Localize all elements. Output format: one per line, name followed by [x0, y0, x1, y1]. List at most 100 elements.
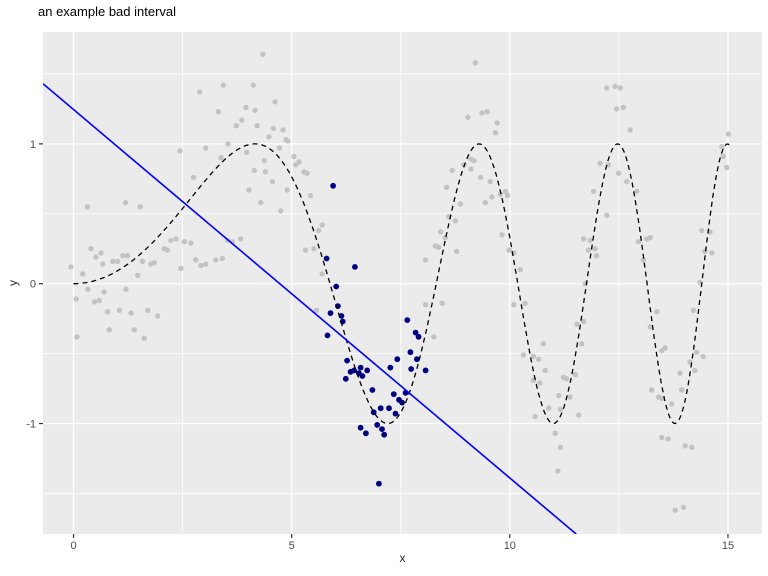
data-point [431, 334, 437, 340]
x-tick-label: 10 [504, 540, 516, 552]
data-point [620, 104, 626, 111]
data-point [542, 367, 548, 374]
data-point [497, 191, 503, 197]
data-point [709, 250, 715, 256]
data-point [640, 257, 646, 263]
data-point [272, 99, 278, 105]
data-point [659, 434, 665, 441]
data-point [574, 321, 580, 327]
data-point [415, 333, 422, 340]
data-point [342, 375, 349, 382]
data-point [556, 392, 562, 399]
data-point [120, 253, 126, 259]
data-point [627, 127, 633, 133]
data-point [352, 264, 358, 270]
data-point [114, 258, 121, 264]
data-point [123, 286, 129, 292]
data-point [80, 271, 86, 277]
data-point [374, 422, 381, 428]
data-point [198, 262, 204, 269]
data-point [313, 307, 320, 313]
data-point [617, 85, 623, 91]
data-point [449, 167, 455, 174]
data-point [324, 332, 331, 339]
data-point [479, 110, 485, 116]
data-point [672, 507, 678, 513]
data-point [266, 134, 272, 140]
data-point [680, 504, 687, 511]
data-point [394, 356, 401, 363]
data-point [196, 89, 203, 95]
data-point [284, 187, 290, 193]
data-point [219, 255, 225, 262]
plot-panel [43, 32, 762, 534]
data-point [323, 255, 330, 262]
data-point [381, 431, 388, 438]
data-point [387, 364, 394, 371]
data-point [407, 349, 414, 356]
data-point [88, 246, 94, 252]
data-point [261, 157, 267, 164]
data-point [251, 167, 257, 174]
data-point [218, 155, 224, 161]
data-point [634, 188, 640, 195]
data-point [604, 212, 610, 218]
data-point [532, 413, 538, 420]
data-point [390, 391, 397, 398]
data-point [624, 178, 630, 185]
data-point [494, 120, 500, 126]
data-point [579, 341, 585, 347]
data-point [364, 367, 371, 374]
data-point [311, 246, 317, 252]
data-point [258, 199, 264, 206]
data-point [576, 412, 582, 418]
background-points-layer [68, 51, 732, 513]
data-point [572, 371, 578, 378]
data-point [690, 307, 697, 313]
data-point [517, 267, 523, 273]
data-point [155, 313, 161, 319]
data-layer [43, 51, 732, 534]
data-point [319, 222, 325, 228]
data-point [635, 239, 642, 245]
data-point [359, 373, 366, 379]
data-point [116, 307, 123, 313]
data-point [357, 424, 364, 431]
data-point [677, 370, 683, 376]
data-point [689, 444, 695, 450]
data-point [442, 234, 448, 241]
data-point [193, 257, 199, 263]
data-point [250, 82, 256, 88]
data-point [537, 380, 543, 386]
data-point [648, 387, 655, 393]
data-point [502, 188, 509, 195]
data-point [225, 141, 231, 147]
data-point [725, 131, 732, 137]
data-point [439, 300, 445, 306]
data-point [278, 208, 284, 214]
data-point [563, 376, 570, 382]
data-point [504, 192, 511, 199]
data-point [567, 394, 573, 400]
data-point [482, 199, 489, 206]
data-point [612, 83, 618, 90]
data-point [98, 250, 104, 256]
data-point [679, 387, 685, 393]
data-point [590, 188, 597, 195]
data-point [164, 247, 170, 253]
data-point [137, 204, 143, 210]
x-tick-label: 5 [289, 540, 295, 552]
data-point [492, 130, 499, 136]
data-point [487, 178, 493, 185]
data-point [471, 157, 477, 164]
data-point [546, 405, 552, 411]
data-point [145, 307, 151, 313]
data-point [437, 229, 444, 235]
data-point [499, 232, 505, 238]
data-point [177, 148, 183, 154]
data-point [181, 239, 188, 245]
data-point [296, 159, 302, 165]
data-point [692, 367, 698, 374]
